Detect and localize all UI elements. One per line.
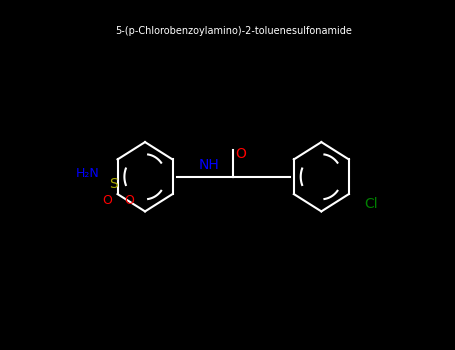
Text: H₂N: H₂N <box>76 167 99 180</box>
Text: O: O <box>235 147 246 161</box>
Text: O: O <box>124 194 134 207</box>
Title: 5-(p-Chlorobenzoylamino)-2-toluenesulfonamide: 5-(p-Chlorobenzoylamino)-2-toluenesulfon… <box>115 26 352 36</box>
Text: Cl: Cl <box>364 197 378 211</box>
Text: O: O <box>103 194 112 207</box>
Text: S: S <box>109 177 118 191</box>
Text: NH: NH <box>198 158 219 172</box>
